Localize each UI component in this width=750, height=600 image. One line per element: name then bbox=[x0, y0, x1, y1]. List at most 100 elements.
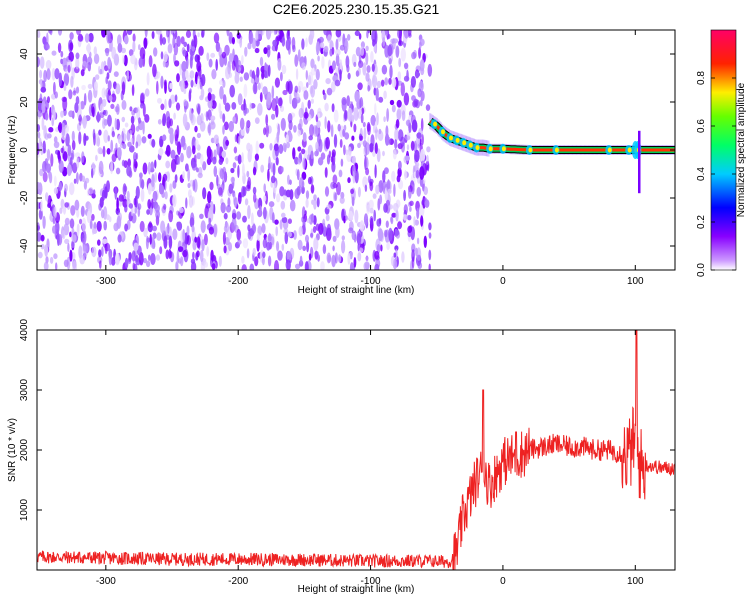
heatmap-noise-blob bbox=[347, 34, 351, 41]
heatmap-noise-blob bbox=[41, 100, 46, 114]
heatmap-noise-blob bbox=[154, 172, 158, 183]
heatmap-noise-blob bbox=[40, 199, 43, 212]
heatmap-noise-blob bbox=[157, 97, 162, 104]
heatmap-noise-blob bbox=[128, 252, 132, 261]
heatmap-noise-blob bbox=[261, 72, 265, 80]
heatmap-noise-blob bbox=[158, 147, 164, 156]
heatmap-noise-blob bbox=[428, 232, 432, 239]
heatmap-noise-blob bbox=[200, 73, 206, 87]
heatmap-noise-blob bbox=[417, 262, 423, 269]
heatmap-noise-blob bbox=[49, 256, 54, 264]
heatmap-noise-blob bbox=[347, 107, 353, 122]
y-tick-label: 0 bbox=[19, 147, 30, 153]
heatmap-noise-blob bbox=[362, 121, 366, 128]
heatmap-noise-blob bbox=[191, 40, 195, 47]
heatmap-noise-blob bbox=[51, 68, 56, 81]
heatmap-noise-blob bbox=[68, 89, 73, 100]
heatmap-noise-blob bbox=[225, 157, 229, 165]
heatmap-noise-blob bbox=[164, 191, 168, 200]
heatmap-noise-blob bbox=[145, 260, 151, 268]
heatmap-noise-blob bbox=[108, 252, 112, 266]
heatmap-noise-blob bbox=[55, 262, 58, 270]
heatmap-noise-blob bbox=[91, 246, 97, 258]
heatmap-noise-blob bbox=[254, 47, 260, 54]
heatmap-noise-blob bbox=[397, 71, 402, 81]
heatmap-noise-blob bbox=[182, 49, 187, 57]
heatmap-noise-blob bbox=[268, 156, 271, 170]
heatmap-noise-blob bbox=[194, 125, 198, 133]
heatmap-noise-blob bbox=[262, 238, 268, 249]
heatmap-noise-blob bbox=[297, 80, 304, 91]
heatmap-noise-blob bbox=[339, 69, 342, 82]
heatmap-noise-blob bbox=[266, 91, 272, 106]
heatmap-noise-blob bbox=[174, 94, 178, 103]
heatmap-noise-blob bbox=[288, 179, 292, 185]
y-tick-label: 40 bbox=[19, 48, 30, 60]
heatmap-noise-blob bbox=[173, 112, 176, 120]
heatmap-noise-blob bbox=[354, 90, 360, 103]
heatmap-noise-blob bbox=[247, 42, 252, 50]
heatmap-noise-blob bbox=[226, 30, 230, 37]
heatmap-noise-blob bbox=[383, 229, 388, 238]
heatmap-noise-blob bbox=[96, 111, 100, 123]
heatmap-noise-blob bbox=[42, 215, 46, 229]
heatmap-noise-blob bbox=[347, 72, 351, 80]
heatmap-noise-blob bbox=[419, 99, 423, 107]
heatmap-noise-blob bbox=[365, 72, 370, 82]
heatmap-noise-blob bbox=[268, 201, 275, 208]
heatmap-noise-blob bbox=[172, 228, 178, 241]
heatmap-noise-blob bbox=[239, 36, 243, 48]
heatmap-noise-blob bbox=[137, 206, 141, 218]
heatmap-noise-blob bbox=[168, 235, 173, 249]
heatmap-noise-blob bbox=[79, 218, 83, 225]
heatmap-noise-blob bbox=[67, 242, 70, 252]
heatmap-noise-blob bbox=[97, 147, 103, 155]
heatmap-noise-blob bbox=[343, 215, 346, 224]
heatmap-noise-blob bbox=[194, 236, 198, 243]
heatmap-noise-blob bbox=[397, 80, 403, 86]
heatmap-noise-blob bbox=[268, 30, 274, 34]
heatmap-noise-blob bbox=[369, 181, 374, 192]
heatmap-noise-blob bbox=[166, 30, 169, 38]
heatmap-noise-blob bbox=[355, 70, 360, 77]
heatmap-noise-blob bbox=[378, 128, 382, 135]
heatmap-noise-blob bbox=[391, 77, 397, 88]
heatmap-noise-blob bbox=[312, 226, 317, 233]
heatmap-noise-blob bbox=[81, 175, 86, 183]
heatmap-noise-blob bbox=[218, 158, 223, 165]
heatmap-noise-blob bbox=[426, 146, 431, 153]
heatmap-noise-blob bbox=[196, 132, 201, 139]
heatmap-noise-blob bbox=[159, 33, 163, 46]
heatmap-noise-blob bbox=[185, 197, 188, 209]
heatmap-noise-blob bbox=[117, 134, 123, 145]
heatmap-noise-blob bbox=[394, 128, 399, 142]
heatmap-noise-blob bbox=[301, 148, 306, 155]
heatmap-noise-blob bbox=[221, 150, 227, 158]
heatmap-noise-blob bbox=[246, 248, 250, 259]
heatmap-noise-blob bbox=[110, 93, 117, 103]
heatmap-x-ticks: -300 -200 -100 0 100 bbox=[96, 30, 644, 287]
heatmap-noise-blob bbox=[165, 110, 170, 123]
heatmap-noise-blob bbox=[38, 208, 43, 220]
heatmap-noise-blob bbox=[179, 207, 184, 214]
heatmap-noise-blob bbox=[417, 88, 422, 98]
heatmap-noise-blob bbox=[178, 258, 182, 264]
colorbar-label: Normalized spectral amplitude bbox=[736, 82, 747, 217]
signal-cluster-core bbox=[433, 121, 438, 127]
heatmap-noise-blob bbox=[330, 156, 334, 163]
heatmap-noise-blob bbox=[277, 250, 283, 261]
heatmap-noise-blob bbox=[411, 95, 416, 102]
heatmap-noise-blob bbox=[252, 82, 258, 95]
heatmap-noise-blob bbox=[310, 85, 315, 98]
heatmap-noise-blob bbox=[68, 51, 74, 62]
heatmap-noise-blob bbox=[212, 156, 217, 165]
heatmap-noise-blob bbox=[259, 205, 262, 215]
heatmap-noise-blob bbox=[164, 179, 167, 191]
heatmap-noise-blob bbox=[347, 177, 351, 184]
heatmap-noise-blob bbox=[73, 178, 77, 184]
colorbar-gradient bbox=[710, 29, 737, 271]
heatmap-noise-blob bbox=[267, 233, 272, 242]
heatmap-noise bbox=[37, 30, 433, 270]
heatmap-noise-blob bbox=[368, 199, 374, 210]
heatmap-noise-blob bbox=[52, 225, 57, 234]
